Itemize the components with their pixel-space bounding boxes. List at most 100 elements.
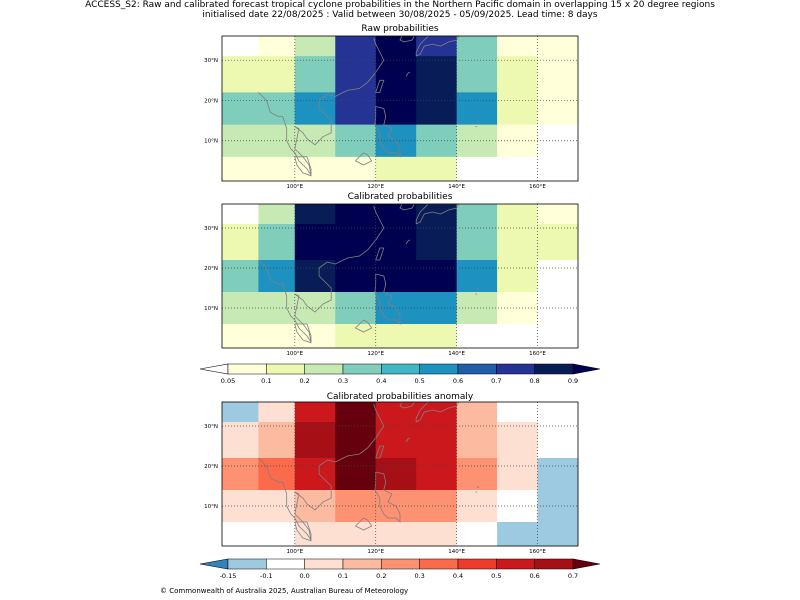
x-tick-label: 100°E bbox=[286, 351, 303, 357]
coastline bbox=[354, 319, 373, 333]
heatmap-cell bbox=[416, 156, 458, 182]
map-panel-3: 100°E 120°E 140°E 160°E 10°N 20°N 30°N bbox=[204, 401, 579, 555]
heatmap-cell bbox=[294, 402, 336, 423]
coastline bbox=[374, 106, 401, 158]
heatmap-cell bbox=[416, 224, 458, 261]
colorbar-tick-label: 0.1 bbox=[338, 572, 348, 580]
y-tick-label: 10°N bbox=[204, 139, 218, 145]
heatmap-cell bbox=[456, 260, 498, 293]
coastline bbox=[405, 239, 411, 245]
heatmap-cell bbox=[222, 204, 259, 225]
colorbar-tick-label: -0.1 bbox=[260, 572, 273, 580]
coastline bbox=[258, 403, 385, 541]
colorbar-tick-label: 0.3 bbox=[338, 377, 348, 385]
heatmap-cell bbox=[294, 56, 336, 93]
colorbar-swatch bbox=[457, 558, 497, 570]
heatmap-cell bbox=[375, 260, 417, 293]
heatmap-cell bbox=[375, 92, 417, 126]
colorbar-tick-label: 0.2 bbox=[376, 572, 386, 580]
colorbar-swatch bbox=[534, 363, 574, 375]
coastline bbox=[374, 471, 401, 523]
map-frame bbox=[221, 401, 579, 547]
colorbar-swatch bbox=[227, 363, 267, 375]
colorbar-swatch bbox=[304, 363, 344, 375]
heatmap-cell bbox=[222, 522, 259, 547]
coastline bbox=[375, 79, 385, 93]
heatmap-cell bbox=[497, 92, 538, 126]
colorbar-swatch bbox=[342, 363, 382, 375]
colorbar-swatch bbox=[419, 363, 459, 375]
heatmap-cell bbox=[335, 458, 377, 491]
map-panel-2: 100°E 120°E 140°E 160°E 10°N 20°N 30°N bbox=[204, 203, 579, 357]
colorbar-swatch bbox=[266, 363, 305, 375]
colorbar-swatch bbox=[496, 558, 535, 570]
heatmap-cell bbox=[222, 156, 259, 182]
coastline bbox=[475, 125, 478, 128]
coastline bbox=[258, 205, 385, 343]
heatmap-cell bbox=[537, 56, 579, 93]
colorbar-under-extension bbox=[199, 558, 229, 570]
colorbar-tick-label: 0.0 bbox=[299, 572, 309, 580]
heatmap-cell bbox=[537, 204, 579, 225]
heatmap-cell bbox=[456, 402, 498, 423]
heatmap-cell bbox=[335, 422, 377, 459]
heatmap-cell bbox=[537, 292, 579, 325]
coastline bbox=[415, 401, 460, 423]
heatmap-cell bbox=[258, 324, 296, 349]
colorbar-tick-label: 0.2 bbox=[299, 377, 309, 385]
heatmap-cell bbox=[416, 92, 458, 126]
heatmap-cell bbox=[294, 522, 336, 547]
colorbar-swatch bbox=[381, 363, 420, 375]
heatmap-cell bbox=[416, 260, 458, 293]
heatmap-cell bbox=[537, 422, 579, 459]
heatmap-cell bbox=[222, 402, 259, 423]
heatmap-cell bbox=[537, 156, 579, 182]
panel-title-raw: Raw probabilities bbox=[361, 24, 439, 34]
colorbar-swatch bbox=[419, 558, 459, 570]
map-panel-1: 100°E 120°E 140°E 160°E 10°N 20°N 30°N bbox=[204, 35, 579, 190]
coastline bbox=[375, 445, 385, 459]
heatmap-cell bbox=[258, 402, 296, 423]
colorbar-tick-label: 0.7 bbox=[491, 377, 501, 385]
heatmap-cell bbox=[537, 490, 579, 523]
colorbar-2: -0.15 -0.1 0.0 0.1 0.2 0.3 0.4 0.5 0.6 0.7 bbox=[199, 558, 601, 580]
heatmap-cell bbox=[222, 224, 259, 261]
heatmap-cell bbox=[456, 36, 498, 57]
coastline bbox=[415, 35, 460, 57]
heatmap-cell bbox=[416, 36, 458, 57]
coastline bbox=[258, 37, 385, 176]
heatmap-cell bbox=[258, 204, 296, 225]
coastline bbox=[405, 437, 411, 443]
heatmap-cell bbox=[456, 522, 498, 547]
coastline bbox=[476, 485, 480, 489]
heatmap-cell bbox=[456, 56, 498, 93]
colorbar-tick-label: -0.15 bbox=[220, 572, 237, 580]
heatmap-cell bbox=[222, 422, 259, 459]
x-tick-label: 160°E bbox=[529, 351, 546, 357]
colorbar-swatch bbox=[342, 558, 382, 570]
heatmap-cell bbox=[537, 458, 579, 491]
figure-title-line1: ACCESS_S2: Raw and calibrated forecast t… bbox=[85, 0, 715, 10]
coastline bbox=[415, 203, 460, 225]
heatmap-cell bbox=[335, 92, 377, 126]
figure-title-line2: initialised date 22/08/2025 : Valid betw… bbox=[202, 10, 598, 20]
heatmap-cell bbox=[375, 522, 417, 547]
heatmap-cell bbox=[497, 422, 538, 459]
coastline bbox=[475, 293, 478, 295]
coastline bbox=[294, 156, 312, 177]
colorbar-under-extension bbox=[199, 363, 229, 375]
heatmap-cell bbox=[497, 324, 538, 349]
heatmap-cell bbox=[497, 224, 538, 261]
heatmap-cell bbox=[258, 156, 296, 182]
colorbar-tick-label: 0.5 bbox=[491, 572, 501, 580]
heatmap-cell bbox=[258, 422, 296, 459]
colorbar-tick-label: 0.8 bbox=[529, 377, 539, 385]
heatmap-cell bbox=[497, 56, 538, 93]
heatmap-cell bbox=[537, 92, 579, 126]
colorbar-tick-label: 0.6 bbox=[529, 572, 539, 580]
heatmap-cell bbox=[258, 36, 296, 57]
colorbar-tick-label: 0.7 bbox=[568, 572, 578, 580]
heatmap-cell bbox=[456, 92, 498, 126]
heatmap-cell bbox=[497, 156, 538, 182]
